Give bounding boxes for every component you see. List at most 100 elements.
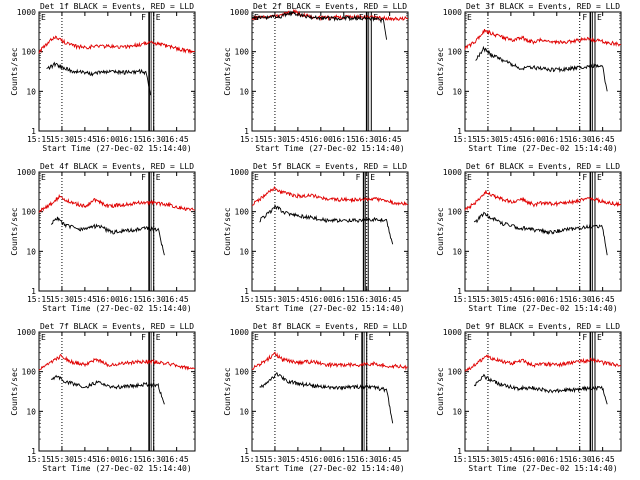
- panel-7-ytick-label-1: 10: [26, 407, 36, 416]
- panel-5-xtick-label-6: 16:45: [378, 295, 402, 304]
- panel-3-xlabel: Start Time (27-Dec-02 15:14:40): [468, 144, 617, 153]
- panel-7-frame: [38, 331, 196, 452]
- panel-7-xlabel: Start Time (27-Dec-02 15:14:40): [42, 464, 191, 473]
- panel-3-series-lld: [464, 28, 622, 50]
- panel-5-marker-start-label: E: [254, 173, 259, 182]
- panel-2-xtick-label-5: 16:30: [355, 135, 379, 144]
- panel-5-ytick-label-1: 10: [239, 247, 249, 256]
- panel-4-xtick-label-5: 16:30: [142, 295, 166, 304]
- panel-2-ytick-label-1: 10: [239, 87, 249, 96]
- panel-3-xtick-label-4: 16:15: [545, 135, 569, 144]
- panel-9-ytick-label-2: 100: [448, 368, 463, 377]
- panel-4-marker-start-label: E: [41, 173, 46, 182]
- panel-4-marker-f-label: F: [141, 173, 146, 182]
- panel-1-series-lld: [38, 35, 196, 55]
- panel-1-xtick-label-6: 16:45: [165, 135, 189, 144]
- panel-3-ytick-label-2: 100: [448, 48, 463, 57]
- panel-8-xtick-label-0: 15:15: [240, 455, 264, 464]
- panel-9-marker-e-label: E: [597, 333, 602, 342]
- panel-9-xtick-label-5: 16:30: [568, 455, 592, 464]
- panel-8-ytick-label-0: 1: [244, 447, 249, 456]
- panel-6-frame: [464, 171, 622, 292]
- panel-3-marker-f-label: F: [582, 13, 587, 22]
- panel-4-xtick-label-3: 16:00: [96, 295, 120, 304]
- panel-6-ylabel: Counts/sec: [436, 207, 445, 255]
- panel-2-ytick-label-2: 100: [235, 48, 250, 57]
- panel-2-xtick-label-6: 16:45: [378, 135, 402, 144]
- panel-7-ytick-label-2: 100: [22, 368, 37, 377]
- panel-4-xtick-label-6: 16:45: [165, 295, 189, 304]
- panel-6-marker-f-label: F: [582, 173, 587, 182]
- panel-4-xtick-label-4: 16:15: [119, 295, 143, 304]
- panel-9-series-events: [473, 373, 608, 405]
- panel-1-xlabel: Start Time (27-Dec-02 15:14:40): [42, 144, 191, 153]
- panel-8-xtick-label-5: 16:30: [355, 455, 379, 464]
- panel-4-frame: [38, 171, 196, 292]
- panel-7-ytick-label-0: 1: [31, 447, 36, 456]
- panel-5-xtick-label-2: 15:45: [286, 295, 310, 304]
- panel-2-frame: [251, 11, 409, 132]
- panel-2-title: Det 2f BLACK = Events, RED = LLD: [253, 2, 407, 11]
- panel-7-series-events: [50, 374, 165, 405]
- panel-8-title: Det 8f BLACK = Events, RED = LLD: [253, 322, 407, 331]
- panel-2-ylabel: Counts/sec: [223, 47, 232, 95]
- panel-8-series-events: [259, 372, 394, 424]
- panel-8-ytick-label-2: 100: [235, 368, 250, 377]
- panel-7-xtick-label-3: 16:00: [96, 455, 120, 464]
- panel-2-marker-f-label: F: [359, 13, 364, 22]
- panel-6-series-events: [473, 211, 608, 256]
- panel-7-title: Det 7f BLACK = Events, RED = LLD: [40, 322, 194, 331]
- panel-8-xtick-label-4: 16:15: [332, 455, 356, 464]
- panel-3-xtick-label-1: 15:30: [476, 135, 500, 144]
- panel-1-frame: [38, 11, 196, 132]
- panel-4-ytick-label-2: 100: [22, 208, 37, 217]
- panel-1-xtick-label-2: 15:45: [73, 135, 97, 144]
- panel-3-ytick-label-0: 1: [457, 127, 462, 136]
- panel-7-series-lld: [38, 353, 196, 371]
- panel-5-series-events: [259, 203, 394, 245]
- panel-5-frame: [251, 171, 409, 292]
- panel-4-ytick-label-1: 10: [26, 247, 36, 256]
- panel-6-xtick-label-6: 16:45: [591, 295, 615, 304]
- panel-2-xtick-label-4: 16:15: [332, 135, 356, 144]
- panel-3-ytick-label-1: 10: [452, 87, 462, 96]
- panel-5-ytick-label-0: 1: [244, 287, 249, 296]
- panel-1-title: Det 1f BLACK = Events, RED = LLD: [40, 2, 194, 11]
- panel-5-series-lld: [251, 185, 409, 206]
- panel-4-xtick-label-1: 15:30: [50, 295, 74, 304]
- panel-6-xtick-label-5: 16:30: [568, 295, 592, 304]
- panel-9-ytick-label-0: 1: [457, 447, 462, 456]
- panel-8-ytick-label-1: 10: [239, 407, 249, 416]
- panel-6-xtick-label-2: 15:45: [499, 295, 523, 304]
- panel-2-xtick-label-0: 15:15: [240, 135, 264, 144]
- panel-4-ytick-label-0: 1: [31, 287, 36, 296]
- panel-3-series-events: [475, 45, 608, 92]
- panel-6-xtick-label-3: 16:00: [522, 295, 546, 304]
- panel-9-marker-start-label: E: [467, 333, 472, 342]
- panel-1-series-events: [46, 61, 152, 96]
- panel-6-xlabel: Start Time (27-Dec-02 15:14:40): [468, 304, 617, 313]
- panel-7-ylabel: Counts/sec: [10, 367, 19, 415]
- panel-9-xtick-label-1: 15:30: [476, 455, 500, 464]
- panel-5-ylabel: Counts/sec: [223, 207, 232, 255]
- panel-6-ytick-label-2: 100: [448, 208, 463, 217]
- panel-5-marker-e-label: E: [370, 173, 375, 182]
- panel-1-xtick-label-1: 15:30: [50, 135, 74, 144]
- panel-1-xtick-label-3: 16:00: [96, 135, 120, 144]
- panel-8-marker-start-label: E: [254, 333, 259, 342]
- panel-4-xtick-label-0: 15:15: [27, 295, 51, 304]
- panel-5-xtick-label-5: 16:30: [355, 295, 379, 304]
- panel-7-ytick-label-3: 1000: [17, 328, 36, 337]
- panel-4-ytick-label-3: 1000: [17, 168, 36, 177]
- panel-8-xlabel: Start Time (27-Dec-02 15:14:40): [255, 464, 404, 473]
- panel-1-marker-start-label: E: [41, 13, 46, 22]
- panel-4-xlabel: Start Time (27-Dec-02 15:14:40): [42, 304, 191, 313]
- panel-9-ytick-label-1: 10: [452, 407, 462, 416]
- panel-8-marker-e-label: E: [369, 333, 374, 342]
- panel-8-xtick-label-2: 15:45: [286, 455, 310, 464]
- panel-3-xtick-label-0: 15:15: [453, 135, 477, 144]
- panel-8-marker-f-label: F: [354, 333, 359, 342]
- panel-4-marker-e-label: E: [156, 173, 161, 182]
- panel-5-xtick-label-1: 15:30: [263, 295, 287, 304]
